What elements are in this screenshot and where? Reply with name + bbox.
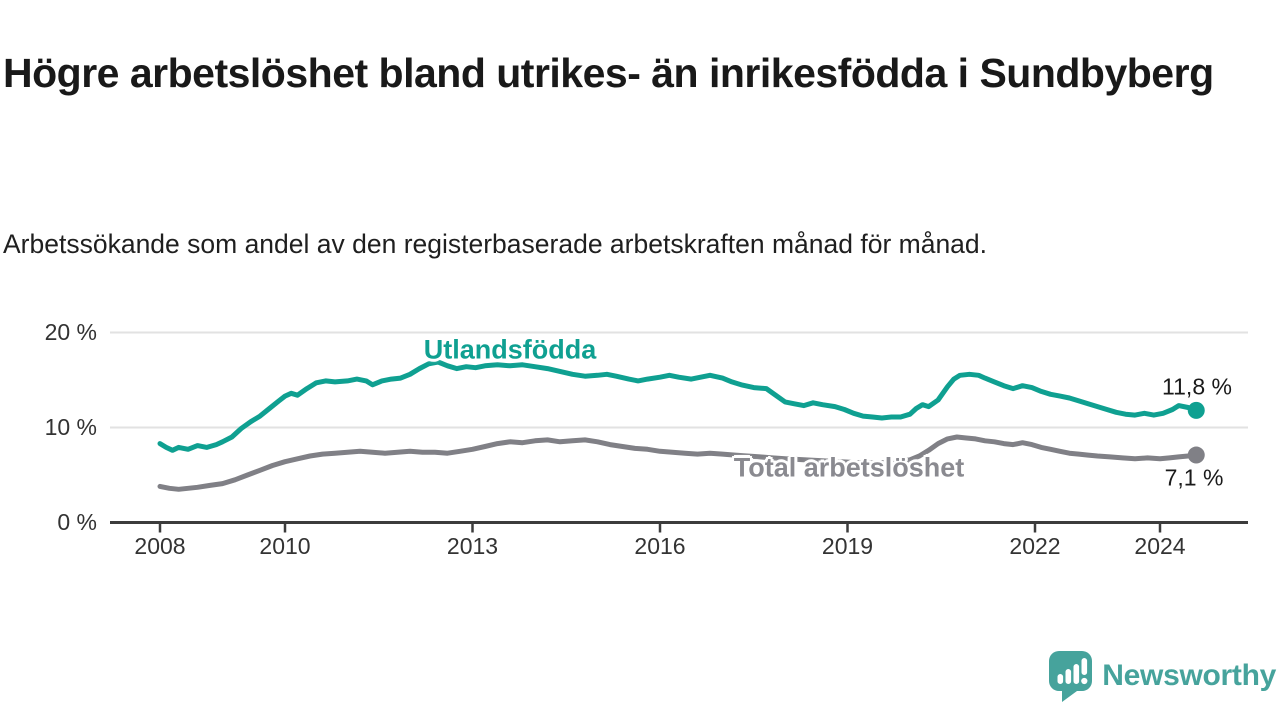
x-axis-label-2010: 2010 bbox=[259, 533, 311, 559]
newsworthy-logo-text: Newsworthy bbox=[1102, 659, 1276, 692]
x-axis-label-2024: 2024 bbox=[1134, 533, 1186, 559]
series-line-utlandsfodda bbox=[157, 359, 1199, 453]
end-value-label-utlandsfodda: 11,8 % bbox=[1162, 373, 1232, 400]
x-axis-label-2019: 2019 bbox=[821, 533, 874, 559]
x-axis-label-2016: 2016 bbox=[634, 533, 686, 559]
y-axis-label-10: 10 % bbox=[44, 413, 97, 440]
y-axis-label-20: 20 % bbox=[44, 318, 97, 345]
x-axis-label-2008: 2008 bbox=[134, 533, 186, 559]
line-chart bbox=[110, 331, 1248, 533]
chart-subtitle: Arbetssökande som andel av den registerb… bbox=[3, 228, 988, 259]
series-line-total bbox=[157, 434, 1199, 492]
newsworthy-chart-bubble-icon bbox=[1049, 650, 1093, 702]
y-axis-label-0: 0 % bbox=[57, 508, 97, 535]
chart-title: Högre arbetslöshet bland utrikes- än inr… bbox=[3, 50, 1214, 97]
x-axis-label-2013: 2013 bbox=[446, 533, 499, 559]
x-axis-label-2022: 2022 bbox=[1009, 533, 1061, 559]
series-end-dot-total bbox=[1187, 446, 1205, 464]
series-label-utlandsfodda: Utlandsfödda bbox=[423, 334, 597, 365]
series-label-total-arbetsloshet: Total arbetslöshet bbox=[733, 452, 965, 483]
series-end-dot-utlandsfodda bbox=[1187, 401, 1205, 419]
end-value-label-total: 7,1 % bbox=[1164, 464, 1224, 491]
newsworthy-logo: Newsworthy bbox=[1048, 648, 1276, 704]
